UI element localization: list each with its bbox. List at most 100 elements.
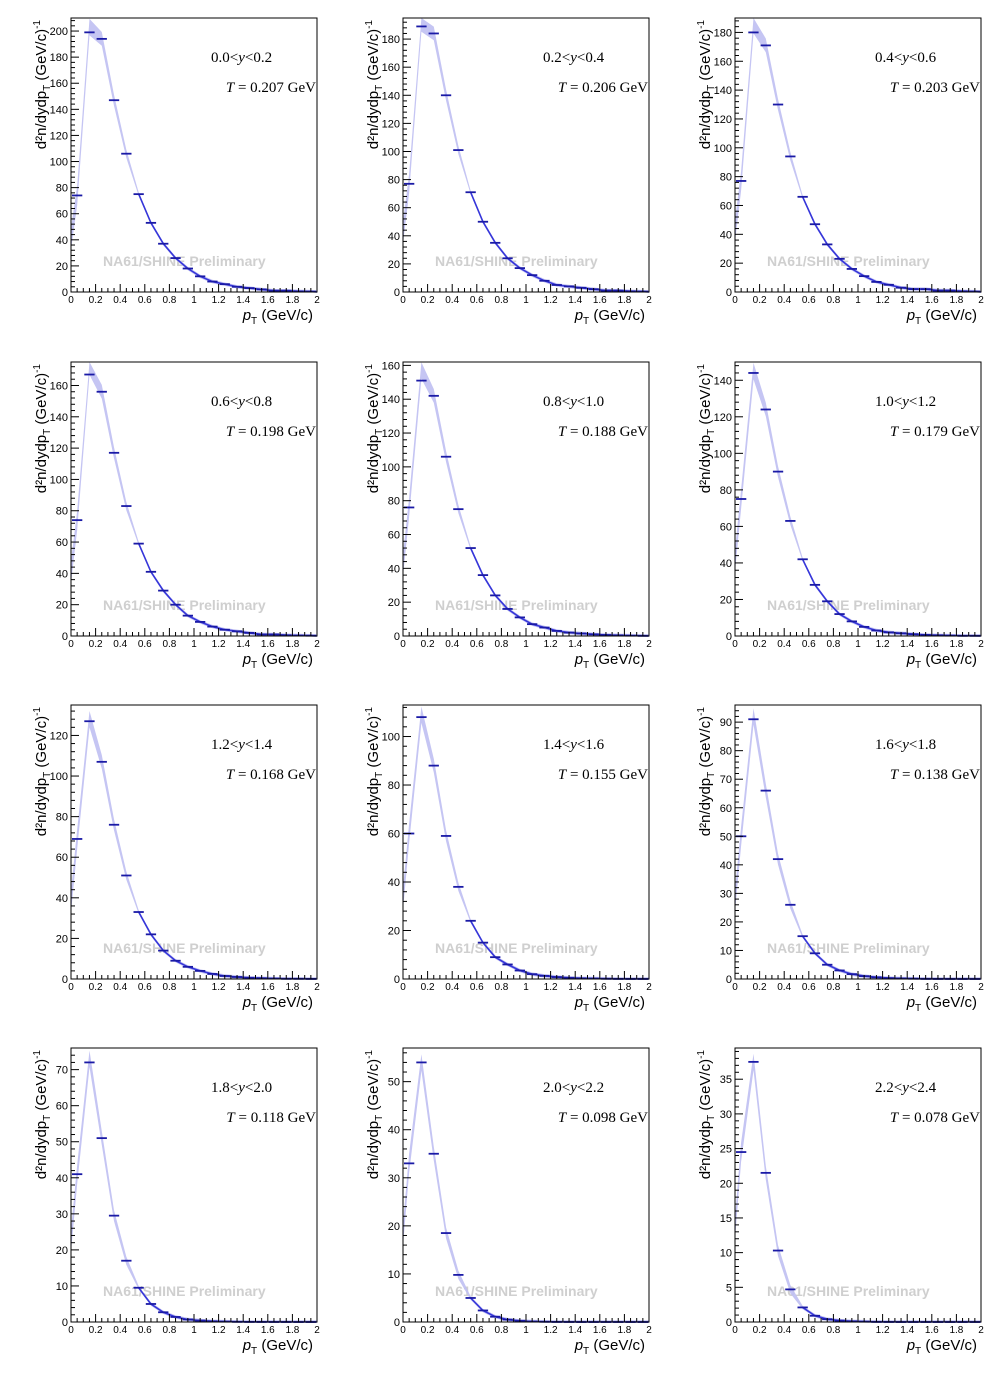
x-tick-label: 0.6 (138, 1325, 152, 1336)
y-axis-label: d²n/dydpT (GeV/c)-1 (696, 707, 717, 837)
chart-panel: NA61/SHINE Preliminary 0 0.2 0.4 0.6 0.8 1 1.2 1… (32, 361, 320, 671)
plot-frame (734, 17, 982, 293)
temperature-label: T = 0.098 GeV (558, 1110, 648, 1126)
y-tick-label: 160 (382, 360, 400, 372)
y-tick-label: 0 (726, 631, 732, 643)
x-tick-label: 1 (523, 982, 529, 993)
y-tick-label: 80 (720, 485, 732, 497)
y-tick-label: 30 (388, 1173, 400, 1185)
x-tick-label: 2 (314, 639, 320, 650)
temperature-label: T = 0.203 GeV (890, 80, 980, 96)
x-tick-label: 0.8 (162, 982, 176, 993)
fit-band (735, 362, 981, 636)
x-tick-label: 2 (314, 1325, 320, 1336)
x-tick-label: 1 (523, 295, 529, 306)
x-tick-label: 1.2 (212, 1325, 226, 1336)
y-tick-label: 0 (394, 287, 400, 299)
x-tick-label: 1.2 (544, 1325, 558, 1336)
x-tick-label: 0 (68, 982, 74, 993)
x-tick-label: 1.8 (949, 1325, 963, 1336)
x-tick-label: 0.8 (826, 639, 840, 650)
y-tick-label: 50 (56, 1137, 68, 1149)
x-tick-label: 1.8 (617, 295, 631, 306)
y-tick-label: 40 (56, 893, 68, 905)
x-tick-label: 1.6 (925, 1325, 939, 1336)
x-tick-label: 0.2 (753, 1325, 767, 1336)
y-tick-label: 40 (388, 563, 400, 575)
y-axis-label: d²n/dydpT (GeV/c)-1 (696, 1050, 717, 1180)
y-tick-label: 100 (50, 474, 68, 486)
x-tick-label: 1.6 (925, 295, 939, 306)
chart-panel: NA61/SHINE Preliminary 0 0.2 0.4 0.6 0.8 1 1.2 1… (696, 361, 984, 671)
y-tick-label: 10 (720, 945, 732, 957)
y-tick-label: 120 (714, 114, 732, 126)
temperature-label: T = 0.078 GeV (890, 1110, 980, 1126)
y-axis-label: d²n/dydpT (GeV/c)-1 (364, 1050, 385, 1180)
y-tick-label: 160 (50, 380, 68, 392)
y-tick-label: 0 (726, 974, 732, 986)
y-tick-label: 100 (382, 462, 400, 474)
x-tick-label: 0.4 (777, 295, 791, 306)
x-tick-label: 1.6 (593, 982, 607, 993)
chart-panel: NA61/SHINE Preliminary 0 0.2 0.4 0.6 0.8 1 1.2 1… (32, 17, 320, 327)
x-axis-label: pT (GeV/c) (574, 994, 645, 1014)
rapidity-label: 0.6<y<0.8 (211, 394, 272, 410)
x-tick-label: 1.8 (949, 639, 963, 650)
y-tick-label: 15 (720, 1213, 732, 1225)
y-tick-label: 100 (714, 143, 732, 155)
x-tick-label: 2 (978, 295, 984, 306)
x-tick-label: 1.4 (236, 639, 250, 650)
watermark-label: NA61/SHINE Preliminary (767, 940, 930, 956)
temperature-label: T = 0.179 GeV (890, 424, 980, 440)
watermark-label: NA61/SHINE Preliminary (435, 597, 598, 613)
rapidity-label: 1.8<y<2.0 (211, 1080, 272, 1096)
x-tick-label: 0.2 (421, 295, 435, 306)
x-tick-label: 0.2 (89, 982, 103, 993)
plot-frame (70, 361, 318, 637)
x-tick-label: 0.8 (826, 982, 840, 993)
x-tick-label: 0.8 (162, 1325, 176, 1336)
x-tick-label: 0.4 (113, 1325, 127, 1336)
fit-band (403, 1054, 649, 1322)
x-tick-label: 0.8 (494, 639, 508, 650)
plot-frame (402, 704, 650, 980)
y-tick-label: 120 (50, 130, 68, 142)
x-tick-label: 0.4 (777, 982, 791, 993)
y-tick-label: 80 (56, 183, 68, 195)
x-tick-label: 1 (191, 1325, 197, 1336)
x-tick-label: 1.4 (568, 295, 582, 306)
x-tick-label: 0.8 (826, 295, 840, 306)
y-tick-label: 80 (56, 506, 68, 518)
watermark-label: NA61/SHINE Preliminary (435, 940, 598, 956)
x-tick-label: 0.6 (138, 639, 152, 650)
fit-band (403, 362, 649, 636)
fit-band (403, 18, 649, 292)
x-tick-label: 0.4 (777, 639, 791, 650)
y-tick-label: 140 (50, 104, 68, 116)
x-tick-label: 1.4 (900, 295, 914, 306)
x-tick-label: 0.8 (494, 1325, 508, 1336)
y-tick-label: 140 (714, 375, 732, 387)
x-tick-label: 1.6 (925, 982, 939, 993)
y-tick-label: 60 (56, 852, 68, 864)
x-tick-label: 0.2 (753, 639, 767, 650)
y-tick-label: 100 (50, 771, 68, 783)
x-tick-label: 2 (646, 639, 652, 650)
x-tick-label: 0.8 (162, 639, 176, 650)
chart-panel: NA61/SHINE Preliminary 0 0.2 0.4 0.6 0.8 1 1.2 1… (696, 1047, 984, 1357)
x-axis-label: pT (GeV/c) (906, 651, 977, 671)
x-tick-label: 1.2 (212, 295, 226, 306)
x-tick-label: 0.4 (445, 295, 459, 306)
x-tick-label: 1 (191, 982, 197, 993)
x-tick-label: 0 (400, 295, 406, 306)
y-axis-label: d²n/dydpT (GeV/c)-1 (32, 1050, 53, 1180)
y-tick-label: 50 (388, 1077, 400, 1089)
y-tick-label: 40 (388, 1125, 400, 1137)
x-tick-label: 1.6 (593, 1325, 607, 1336)
x-axis-label: pT (GeV/c) (574, 1337, 645, 1357)
x-tick-label: 1.6 (925, 639, 939, 650)
y-tick-label: 20 (388, 597, 400, 609)
x-tick-label: 0 (732, 1325, 738, 1336)
x-tick-label: 0.8 (494, 295, 508, 306)
